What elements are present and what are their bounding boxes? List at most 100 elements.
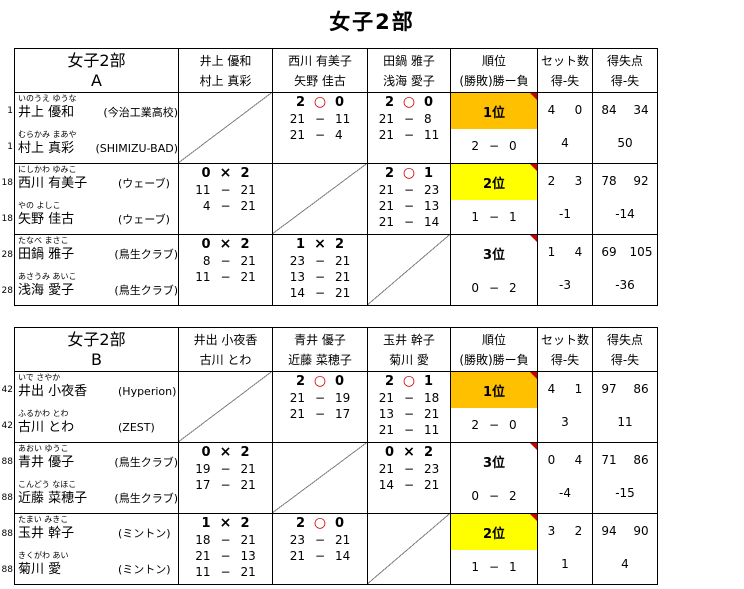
score-dash: − — [220, 183, 231, 197]
rank-label: 1位 — [482, 105, 506, 121]
score-dash: − — [488, 139, 500, 153]
player-block: たなべ まさこ 田鍋 雅子 (鳥生クラブ) — [15, 235, 178, 271]
game-score-line: 21−17 — [289, 407, 351, 421]
points-won-total: 97 — [601, 382, 617, 396]
match-cell — [273, 443, 368, 514]
match-result-line: 1 × 2 — [273, 236, 367, 253]
player-name: 西川 有美子 — [18, 176, 88, 191]
points-lost-total: 86 — [633, 453, 649, 467]
player-kana: たなべ まさこ — [18, 236, 69, 245]
player-name: 矢野 佳古 — [18, 212, 75, 227]
sets-lost-total: 0 — [574, 103, 583, 117]
sets-diff: -3 — [559, 278, 571, 292]
player-kana: あさうみ あいこ — [18, 272, 77, 281]
score-dash: − — [314, 270, 326, 284]
points-column-header: 得失点 得-失 — [593, 328, 658, 372]
team-cell: にしかわ ゆみこ 西川 有美子 (ウェーブ) やの よしこ 矢野 佳古 (ウェーブ) — [15, 164, 179, 235]
sets-lost-total: 3 — [574, 174, 583, 188]
points-diff: -36 — [615, 278, 635, 292]
score-dash: − — [314, 391, 326, 405]
points-diff: -14 — [615, 207, 635, 221]
game-score-line: 21−11 — [378, 128, 440, 142]
rank-badge: 1位 — [451, 93, 537, 129]
group-division-label: 女子2部 — [67, 329, 126, 349]
match-result-line: 0 × 2 — [179, 165, 272, 182]
player-name: 菊川 愛 — [18, 562, 62, 577]
sets-lost-total: 4 — [574, 453, 583, 467]
game-score-line: 11−21 — [195, 565, 256, 579]
player-block: たまい みきこ 玉井 幹子 (ミントン) — [15, 514, 178, 550]
entry-number: 42 — [1, 421, 13, 431]
points-diff: 50 — [617, 136, 633, 150]
match-losses: 1 — [509, 210, 517, 224]
match-cell: 2 ○ 0 21−19 21−17 — [273, 372, 368, 443]
score-dash: − — [220, 254, 231, 268]
score-dash: − — [314, 112, 326, 126]
player-club: (ZEST) — [118, 421, 155, 434]
match-cell: 0 × 2 8−21 11−21 — [179, 235, 273, 306]
player-club: (鳥生クラブ) — [114, 456, 178, 469]
team-cell: あおい ゆうこ 青井 優子 (鳥生クラブ) こんどう なほこ 近藤 菜穂子 (鳥生ク… — [15, 443, 179, 514]
player-kana: たまい みきこ — [18, 515, 69, 524]
win-lose-mark: ○ — [402, 94, 416, 110]
match-wins: 0 — [471, 489, 479, 503]
score-dash: − — [488, 281, 500, 295]
score-dash: − — [488, 489, 500, 503]
sets-lost-total: 2 — [574, 524, 583, 538]
game-score-line: 21−4 — [289, 128, 343, 142]
player-block: こんどう なほこ 近藤 菜穂子 (鳥生クラブ) — [15, 479, 178, 513]
match-result-line: 2 ○ 0 — [273, 373, 367, 390]
player-name: 井出 小夜香 — [18, 384, 88, 399]
player-block: ふるかわ とわ 古川 とわ (ZEST) — [15, 408, 178, 442]
opponent-pair-header: 玉井 幹子 菊川 愛 — [368, 328, 451, 372]
group-division-label: 女子2部 — [67, 50, 126, 70]
game-score-line: 21−19 — [289, 391, 351, 405]
points-column-header: 得失点 得-失 — [593, 49, 658, 93]
win-lose-mark: × — [219, 165, 232, 181]
win-lose-mark: × — [314, 236, 326, 252]
score-dash: − — [314, 533, 326, 547]
score-dash: − — [314, 549, 326, 563]
comment-flag-icon — [530, 235, 537, 242]
points-diff: 11 — [617, 415, 633, 429]
player-block: いで さやか 井出 小夜香 (Hyperion) — [15, 372, 178, 408]
sets-column-header: セット数 得-失 — [538, 49, 593, 93]
score-dash: − — [220, 199, 231, 213]
opponent-player2: 村上 真彩 — [199, 73, 252, 88]
match-cell — [179, 372, 273, 443]
group-letter-label: B — [91, 349, 102, 369]
win-lose-mark: × — [403, 444, 415, 460]
points-lost-total: 90 — [633, 524, 649, 538]
match-cell — [368, 514, 451, 585]
opponent-player2: 矢野 佳古 — [294, 73, 346, 88]
match-result-line: 0 × 2 — [179, 236, 272, 253]
match-wins: 1 — [471, 210, 479, 224]
win-lose-mark: ○ — [402, 373, 416, 389]
rank-label: 2位 — [482, 526, 506, 542]
points-won-lost-pair: 94 90 — [593, 524, 657, 538]
points-cell: 97 86 11 — [593, 372, 658, 443]
game-score-line: 23−21 — [289, 533, 351, 547]
game-score-line: 11−21 — [195, 183, 256, 197]
sets-lost: 0 — [335, 95, 345, 110]
match-cell: 2 ○ 1 21−18 13−21 21−11 — [368, 372, 451, 443]
entry-number: 1 — [7, 106, 13, 116]
match-losses: 2 — [509, 281, 517, 295]
opponent-player2: 近藤 菜穂子 — [288, 352, 352, 367]
game-score-line: 21−13 — [195, 549, 256, 563]
player-name: 近藤 菜穂子 — [18, 491, 88, 506]
player-kana: あおい ゆうこ — [18, 444, 69, 453]
match-cell — [273, 164, 368, 235]
opponent-pair-header: 田鍋 雅子 浅海 愛子 — [368, 49, 451, 93]
player-block: やの よしこ 矢野 佳古 (ウェーブ) — [15, 200, 178, 234]
game-score-line: 23−21 — [289, 254, 351, 268]
match-cell: 2 ○ 0 21−11 21−4 — [273, 93, 368, 164]
win-lose-mark: ○ — [313, 515, 327, 531]
rank-cell: 2位 1−1 — [451, 164, 538, 235]
game-score-line: 21−18 — [378, 391, 440, 405]
sets-won: 0 — [201, 237, 211, 252]
sets-diff: -4 — [559, 486, 571, 500]
rank-column-header: 順位 (勝敗)勝ー負 — [451, 328, 538, 372]
